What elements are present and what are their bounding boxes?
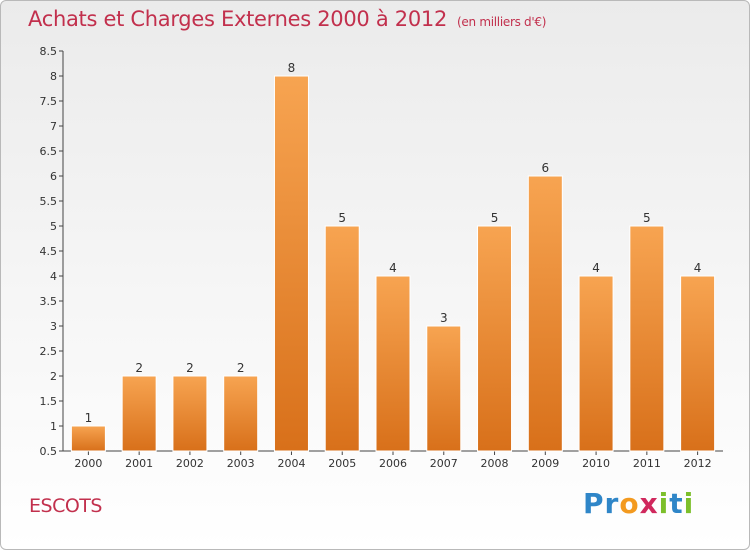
y-tick-label: 8.5 bbox=[40, 45, 58, 58]
chart-labels: 1 2000 2 2001 2 2002 2 2003 8 2004 5 2005 4 2006 3 2007… bbox=[74, 61, 711, 470]
bar bbox=[680, 275, 716, 452]
bar bbox=[629, 225, 665, 452]
x-tick-label: 2011 bbox=[633, 457, 661, 470]
logo-part-6: i bbox=[683, 487, 695, 520]
bar-value-label: 5 bbox=[338, 211, 346, 225]
x-tick-label: 2005 bbox=[328, 457, 356, 470]
y-tick-label: 6 bbox=[50, 170, 57, 183]
y-tick-label: 3.5 bbox=[40, 295, 58, 308]
bar-value-label: 6 bbox=[541, 161, 549, 175]
y-tick-label: 8 bbox=[50, 70, 57, 83]
y-tick-label: 1 bbox=[50, 420, 57, 433]
logo-part-1: Pr bbox=[583, 487, 620, 520]
x-tick-label: 2001 bbox=[125, 457, 153, 470]
chart-bars bbox=[70, 75, 716, 452]
y-tick-label: 2 bbox=[50, 370, 57, 383]
chart-title-text: Achats et Charges Externes 2000 à 2012 bbox=[28, 7, 448, 31]
bar bbox=[273, 75, 309, 452]
bar-value-label: 3 bbox=[440, 311, 448, 325]
bar-value-label: 5 bbox=[643, 211, 651, 225]
y-tick-label: 1.5 bbox=[40, 395, 58, 408]
bar-value-label: 4 bbox=[694, 261, 702, 275]
y-tick-label: 7 bbox=[50, 120, 57, 133]
x-tick-label: 2006 bbox=[379, 457, 407, 470]
logo-part-5: t bbox=[669, 487, 684, 520]
y-tick-label: 7.5 bbox=[40, 95, 58, 108]
logo-part-3: x bbox=[639, 487, 659, 520]
y-tick-label: 5.5 bbox=[40, 195, 58, 208]
bar bbox=[70, 425, 106, 452]
x-tick-label: 2010 bbox=[582, 457, 610, 470]
bar-value-label: 5 bbox=[491, 211, 499, 225]
y-tick-label: 5 bbox=[50, 220, 57, 233]
bar-value-label: 2 bbox=[186, 361, 194, 375]
bar bbox=[527, 175, 563, 452]
x-tick-label: 2012 bbox=[684, 457, 712, 470]
y-tick-label: 4 bbox=[50, 270, 57, 283]
bar-value-label: 2 bbox=[237, 361, 245, 375]
x-tick-label: 2002 bbox=[176, 457, 204, 470]
x-tick-label: 2009 bbox=[531, 457, 559, 470]
bar bbox=[426, 325, 462, 452]
bar bbox=[477, 225, 513, 452]
x-tick-label: 2000 bbox=[74, 457, 102, 470]
bar-value-label: 4 bbox=[592, 261, 600, 275]
bar bbox=[578, 275, 614, 452]
bar bbox=[121, 375, 157, 452]
chart-subtitle: (en milliers d'€) bbox=[457, 15, 547, 29]
x-tick-label: 2004 bbox=[277, 457, 305, 470]
y-tick-label: 2.5 bbox=[40, 345, 58, 358]
bar bbox=[223, 375, 259, 452]
bar-value-label: 8 bbox=[288, 61, 296, 75]
y-tick-label: 0.5 bbox=[40, 445, 58, 458]
x-tick-label: 2008 bbox=[481, 457, 509, 470]
y-tick-label: 3 bbox=[50, 320, 57, 333]
bar-value-label: 2 bbox=[135, 361, 143, 375]
proxiti-logo: Proxiti bbox=[583, 487, 694, 520]
bar-value-label: 1 bbox=[85, 411, 93, 425]
bar-value-label: 4 bbox=[389, 261, 397, 275]
y-tick-label: 4.5 bbox=[40, 245, 58, 258]
logo-part-2: o bbox=[619, 487, 640, 520]
bar bbox=[375, 275, 411, 452]
place-name: ESCOTS bbox=[29, 495, 102, 517]
bar bbox=[324, 225, 360, 452]
logo-part-4: i bbox=[658, 487, 670, 520]
bar bbox=[172, 375, 208, 452]
x-tick-label: 2003 bbox=[227, 457, 255, 470]
x-tick-label: 2007 bbox=[430, 457, 458, 470]
chart-title: Achats et Charges Externes 2000 à 2012 (e… bbox=[28, 7, 546, 31]
y-tick-label: 6.5 bbox=[40, 145, 58, 158]
